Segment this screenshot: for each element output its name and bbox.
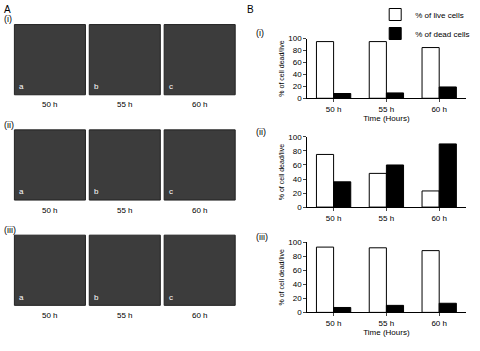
svg-text:55 h: 55 h (379, 319, 395, 328)
svg-text:% of live cells: % of live cells (415, 11, 463, 20)
svg-text:60: 60 (293, 266, 302, 275)
svg-text:0: 0 (297, 308, 302, 317)
svg-text:55 h: 55 h (379, 214, 395, 223)
svg-text:% of dead cells: % of dead cells (415, 30, 469, 39)
svg-text:50 h: 50 h (326, 214, 342, 223)
svg-text:0: 0 (297, 203, 302, 212)
svg-text:c: c (169, 187, 173, 196)
svg-text:80: 80 (293, 252, 302, 261)
svg-text:50 h: 50 h (42, 311, 58, 320)
svg-text:(iii): (iii) (4, 225, 16, 235)
svg-text:50 h: 50 h (326, 319, 342, 328)
svg-text:50 h: 50 h (42, 206, 58, 215)
svg-text:40: 40 (293, 175, 302, 184)
svg-text:(iii): (iii) (256, 232, 268, 242)
svg-text:60 h: 60 h (431, 214, 447, 223)
svg-text:b: b (94, 293, 99, 302)
svg-text:60 h: 60 h (431, 105, 447, 114)
svg-text:60 h: 60 h (192, 311, 208, 320)
svg-text:(ii): (ii) (4, 120, 14, 130)
svg-text:100: 100 (288, 133, 302, 142)
svg-text:55 h: 55 h (379, 105, 395, 114)
svg-text:b: b (94, 187, 99, 196)
svg-text:55 h: 55 h (117, 311, 133, 320)
svg-text:20: 20 (293, 82, 302, 91)
svg-text:40: 40 (293, 280, 302, 289)
svg-text:c: c (169, 293, 173, 302)
svg-text:100: 100 (288, 34, 302, 43)
svg-text:60: 60 (293, 161, 302, 170)
svg-text:A: A (4, 4, 11, 15)
svg-text:20: 20 (293, 189, 302, 198)
svg-text:Time (Hours): Time (Hours) (363, 328, 410, 337)
svg-text:b: b (94, 82, 99, 91)
svg-text:0: 0 (297, 94, 302, 103)
svg-text:80: 80 (293, 147, 302, 156)
svg-text:50 h: 50 h (42, 100, 58, 109)
svg-text:55 h: 55 h (117, 206, 133, 215)
svg-text:60 h: 60 h (192, 100, 208, 109)
svg-text:50 h: 50 h (326, 105, 342, 114)
svg-text:(i): (i) (4, 14, 12, 24)
svg-text:% of cell dead/live: % of cell dead/live (278, 144, 285, 201)
svg-text:a: a (19, 293, 24, 302)
svg-text:a: a (19, 82, 24, 91)
svg-text:a: a (19, 187, 24, 196)
svg-text:(i): (i) (256, 28, 264, 38)
svg-text:60 h: 60 h (431, 319, 447, 328)
svg-text:B: B (247, 4, 254, 15)
svg-text:(ii): (ii) (256, 127, 266, 137)
svg-text:Time (Hours): Time (Hours) (363, 114, 410, 123)
svg-text:60: 60 (293, 58, 302, 67)
svg-text:40: 40 (293, 70, 302, 79)
svg-text:60 h: 60 h (192, 206, 208, 215)
svg-text:80: 80 (293, 46, 302, 55)
svg-text:c: c (169, 82, 173, 91)
svg-text:% of cell dead/live: % of cell dead/live (278, 249, 285, 306)
svg-text:100: 100 (288, 238, 302, 247)
svg-text:55 h: 55 h (117, 100, 133, 109)
svg-text:20: 20 (293, 294, 302, 303)
svg-text:% of cell dead/live: % of cell dead/live (278, 40, 285, 97)
